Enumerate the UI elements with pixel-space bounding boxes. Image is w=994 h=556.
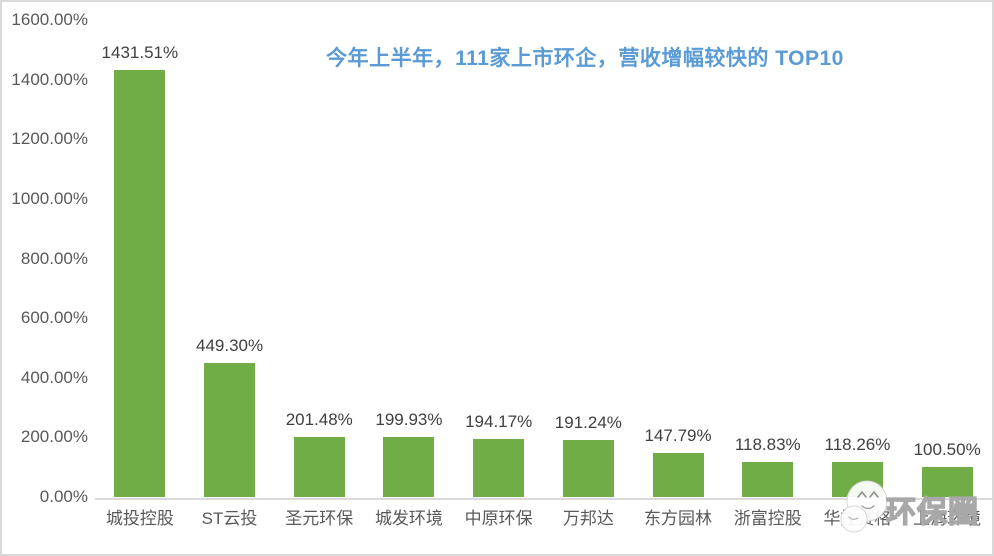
data-label: 449.30% [195,336,264,355]
y-axis-tick-label: 1600.00% [11,10,88,29]
data-label: 118.26% [824,435,891,454]
x-axis-category-label: ST云投 [201,509,258,528]
bar [831,462,883,497]
x-axis-category-label: 华控赛格 [823,509,892,528]
data-label: 147.79% [644,426,712,445]
bar [293,437,345,497]
x-axis-category-label: 中原环保 [464,509,533,528]
x-axis-category-label: 圣元环保 [285,509,354,528]
bar [652,453,704,497]
bar [114,70,166,497]
y-axis-tick-label: 0.00% [39,487,88,506]
x-axis-category-label: 浙富控股 [733,509,802,528]
data-label: 1431.51% [101,43,179,62]
y-axis-tick-label: 800.00% [20,248,88,268]
bar [921,467,973,497]
y-axis-tick-label: 1000.00% [11,188,88,208]
chart-title: 今年上半年，111家上市环企，营收增幅较快的 TOP10 [326,47,844,70]
y-axis-tick-label: 1200.00% [11,129,88,149]
x-axis-category-label: 城投控股 [105,509,174,528]
bar [204,363,256,497]
x-axis-line [95,498,992,500]
x-axis-category-label: 城发环境 [374,509,443,528]
data-label: 201.48% [285,410,353,429]
bar [562,440,614,497]
data-label: 194.17% [465,412,533,431]
data-label: 191.24% [554,413,622,432]
data-label: 199.93% [375,410,443,429]
x-axis-category-label: 万邦达 [562,509,614,528]
bar [742,462,794,497]
x-axis-category-label: 上海环境 [913,509,982,528]
bar [473,439,525,497]
x-axis-category-label: 东方园林 [644,509,713,528]
bar [383,437,435,497]
y-axis-tick-label: 600.00% [20,308,88,328]
y-axis-tick-label: 200.00% [20,427,88,447]
y-axis-tick-label: 400.00% [20,367,88,387]
data-label: 118.83% [734,435,801,454]
data-label: 100.50% [913,440,981,459]
y-axis-tick-label: 1400.00% [11,69,88,89]
